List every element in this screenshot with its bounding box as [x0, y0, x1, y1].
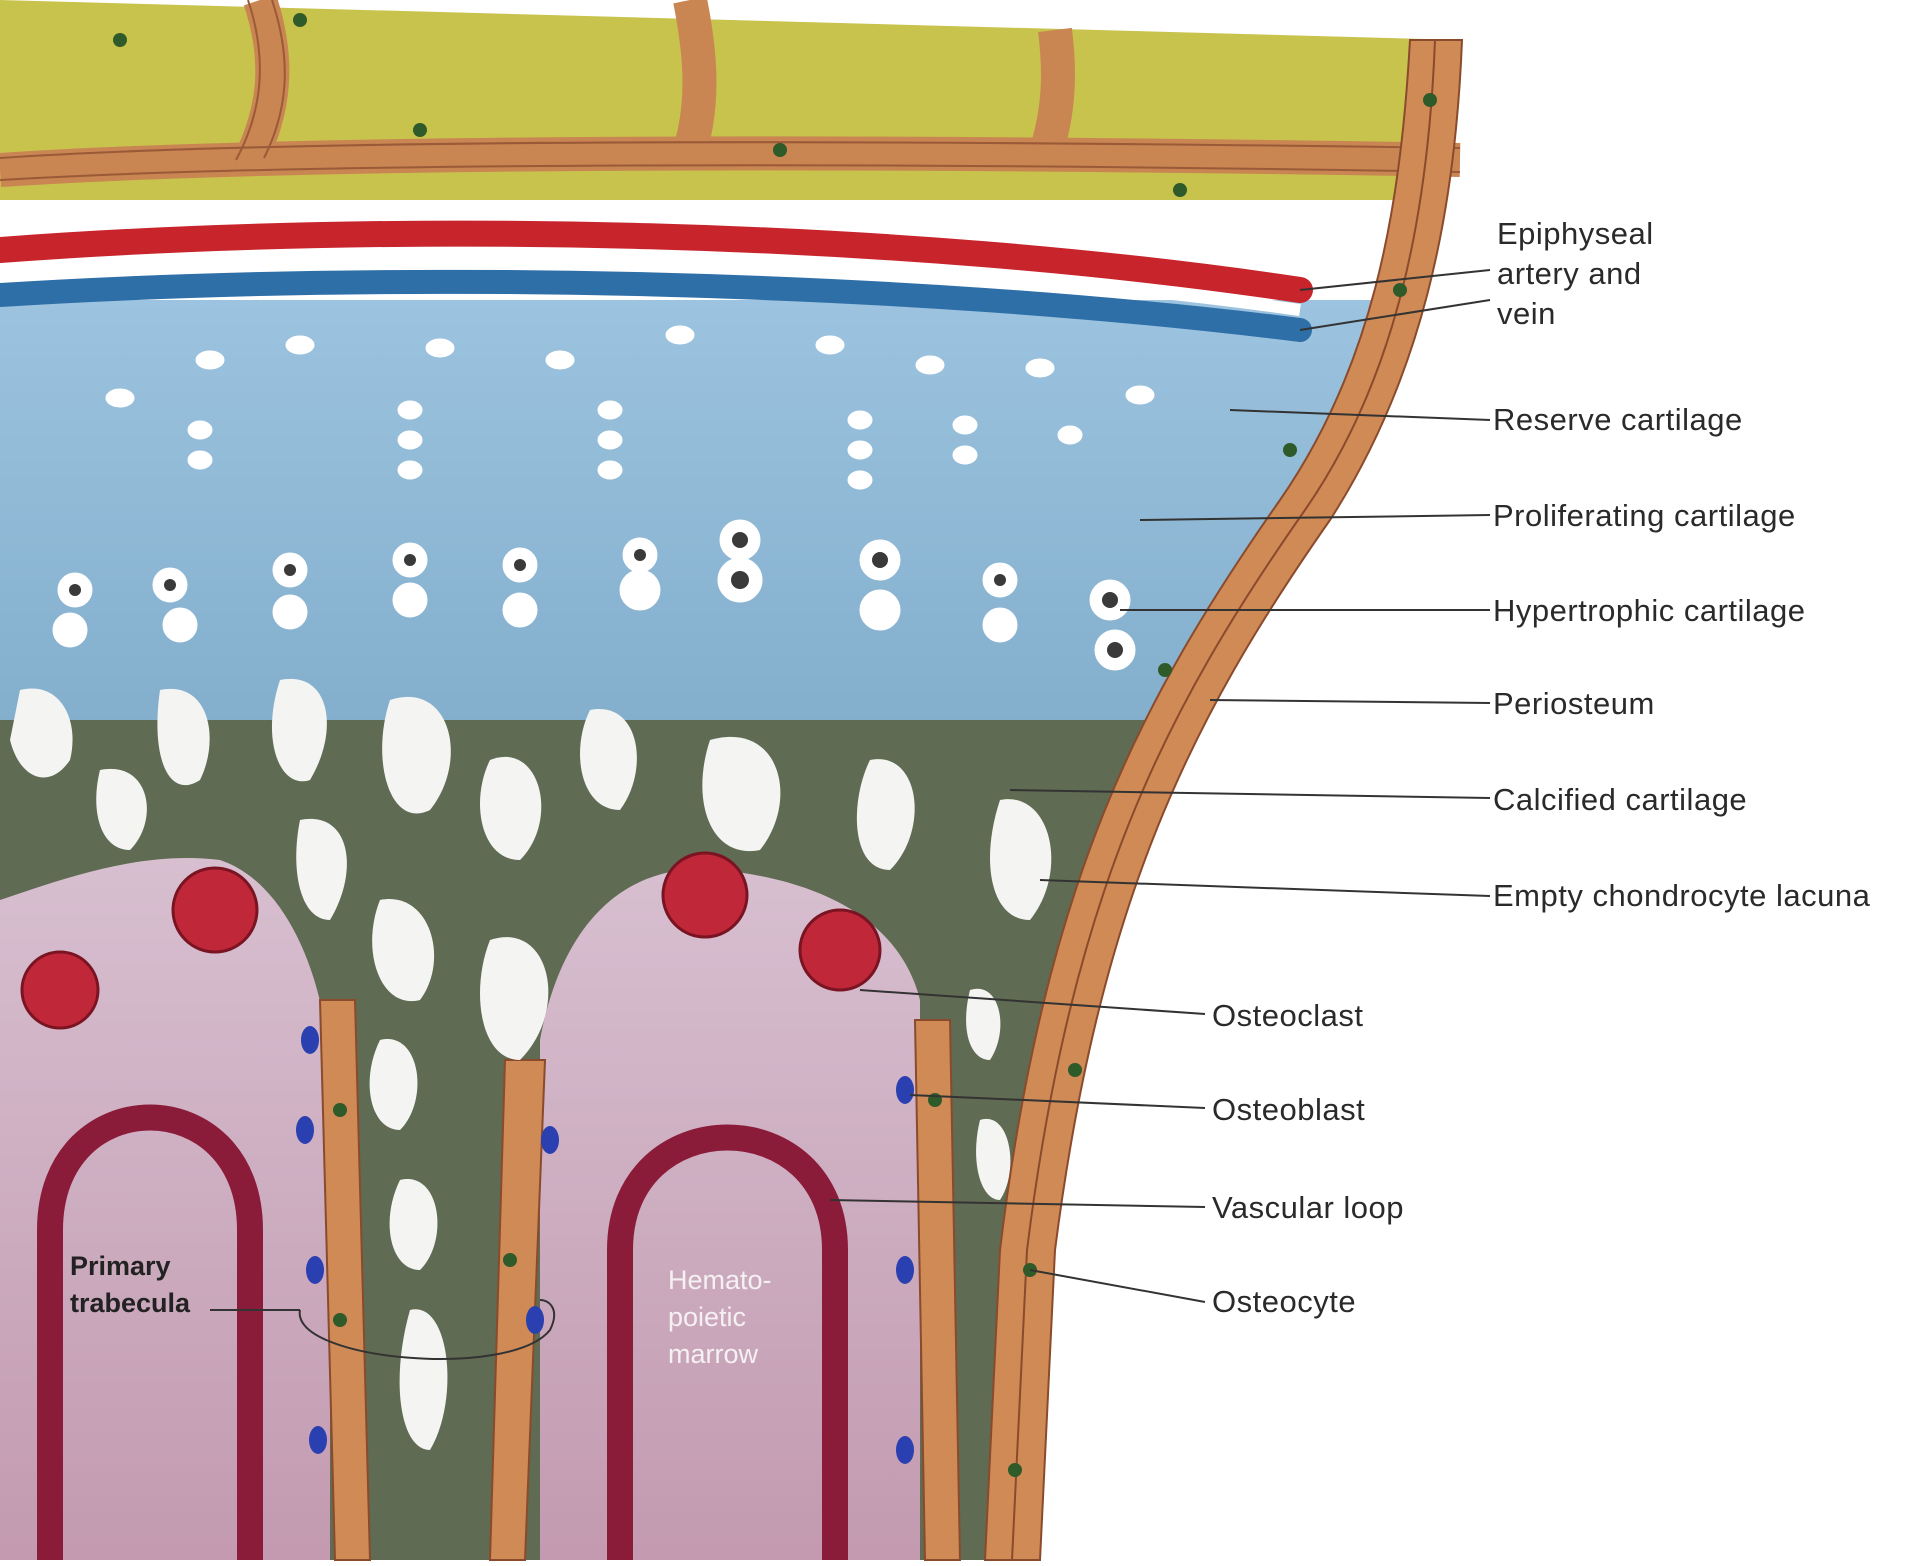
label-periosteum: Periosteum — [1493, 686, 1655, 721]
label-hypertrophic-cartilage: Hypertrophic cartilage — [1493, 593, 1806, 628]
epiphyseal-trabeculae — [0, 0, 1461, 187]
chondrocyte-lacunae — [52, 325, 1155, 671]
periosteum — [983, 39, 1464, 1561]
label-primary-trabecula: Primary trabecula — [70, 1251, 191, 1318]
epiphyseal-vein — [0, 269, 1312, 342]
label-epiphyseal-artery-vein: Epiphyseal artery and vein — [1497, 216, 1654, 331]
label-hematopoietic-marrow: Hemato- poietic marrow — [668, 1265, 772, 1369]
osteoclasts — [20, 851, 882, 1030]
primary-trabeculae — [318, 999, 962, 1561]
epiphyseal-artery — [0, 220, 1313, 303]
vascular-loop-left — [37, 1104, 263, 1560]
label-proliferating-cartilage: Proliferating cartilage — [1493, 498, 1796, 533]
label-osteoclast: Osteoclast — [1212, 998, 1364, 1033]
osteocytes — [113, 13, 1437, 1477]
vascular-loop-right — [607, 1124, 848, 1560]
label-calcified-cartilage: Calcified cartilage — [1493, 782, 1748, 817]
leader-lines — [210, 269, 1491, 1360]
label-vascular-loop: Vascular loop — [1212, 1190, 1405, 1225]
label-osteoblast: Osteoblast — [1212, 1092, 1366, 1127]
label-empty-chondrocyte-lacuna: Empty chondrocyte lacuna — [1493, 878, 1871, 913]
empty-lacunae — [10, 678, 1052, 1450]
label-osteocyte: Osteocyte — [1212, 1284, 1357, 1319]
label-reserve-cartilage: Reserve cartilage — [1493, 402, 1743, 437]
osteoblasts — [296, 1026, 914, 1464]
